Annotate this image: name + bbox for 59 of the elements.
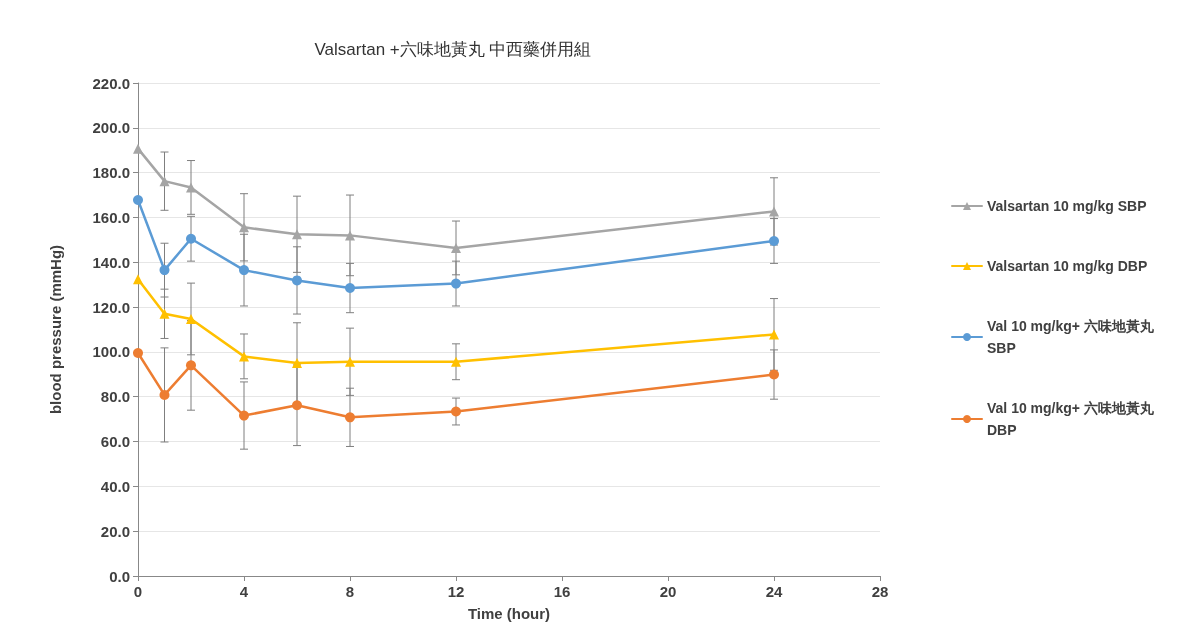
legend-label: Valsartan 10 mg/kg DBP [987,258,1148,274]
point [451,356,461,367]
x-tick-label: 24 [765,583,783,600]
y-tick-label: 120.0 [92,298,130,316]
legend-label: Val 10 mg/kg+ 六味地黃丸 DBP [987,400,1158,438]
point [133,143,143,154]
y-axis-title: blood pressure (mmHg) [47,244,64,415]
point [159,308,170,319]
point [292,400,302,411]
point [133,348,143,359]
point [186,360,196,371]
x-tick-label: 4 [239,583,249,600]
point [133,194,143,205]
point [239,265,249,276]
point [345,412,355,423]
y-tick-label: 60.0 [100,433,130,451]
point [239,410,249,421]
y-tick-label: 80.0 [100,388,130,406]
chart-title: Valsartan +六味地黃丸 中西藥併用組 [314,40,592,59]
point [186,233,196,244]
x-tick-label: 16 [553,583,571,600]
point [345,283,355,294]
point [159,389,170,400]
legend-label: Valsartan 10 mg/kg SBP [987,198,1147,214]
y-tick-label: 160.0 [92,208,130,226]
point [292,358,302,369]
x-tick-label: 20 [659,583,677,600]
y-tick-label: 40.0 [100,477,130,495]
x-tick-label: 28 [871,583,889,600]
y-tick-label: 100.0 [92,343,130,361]
point [451,278,461,289]
x-tick-label: 12 [447,583,465,600]
point [239,222,249,233]
point [186,313,196,324]
legend-label: Val 10 mg/kg+ 六味地黃丸 SBP [987,318,1158,356]
point [769,235,779,246]
point [769,206,779,217]
point [292,229,302,240]
point [769,329,779,340]
point [451,406,461,417]
point [769,369,779,380]
point [186,182,196,193]
x-axis-title: Time (hour) [467,605,551,622]
y-tick-label: 200.0 [92,119,130,137]
point [133,274,143,285]
point [292,275,302,286]
x-tick-label: 0 [133,583,143,600]
y-tick-label: 180.0 [92,164,130,182]
point [159,176,170,187]
point [159,265,170,276]
point [239,351,249,362]
y-tick-label: 220.0 [92,74,130,92]
point [451,242,461,253]
point [345,230,355,241]
point [345,356,355,367]
y-tick-label: 0.0 [109,567,130,585]
y-tick-label: 140.0 [92,253,130,271]
x-tick-label: 8 [345,583,355,600]
y-tick-label: 20.0 [100,522,130,540]
